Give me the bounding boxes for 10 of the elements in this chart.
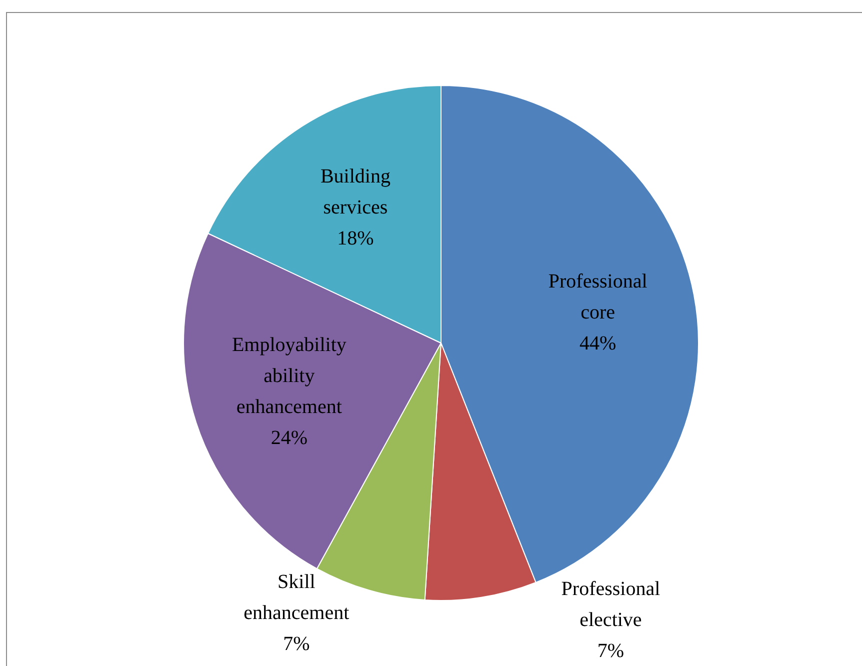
slice-label: Skill enhancement <box>244 571 350 624</box>
data-label: 18% <box>337 227 374 250</box>
slice-label: Professional elective <box>561 578 661 631</box>
slice-label: Professional core <box>548 270 648 324</box>
data-label: 24% <box>270 427 308 450</box>
slice-label: Building services <box>320 165 390 218</box>
slice-label: Employability ability enhancement <box>232 334 346 418</box>
data-label: 44% <box>579 332 616 354</box>
data-label: 7% <box>597 640 624 662</box>
data-label: 7% <box>283 633 310 656</box>
